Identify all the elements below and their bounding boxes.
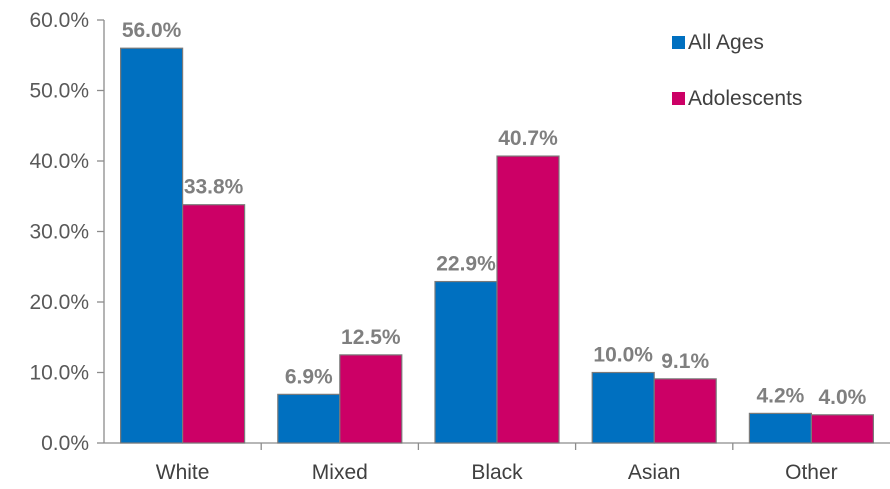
bar-0-4 (748, 412, 813, 444)
legend-swatch-0 (672, 36, 685, 49)
data-label: 10.0% (593, 344, 653, 367)
legend-label-1: Adolescents (688, 87, 802, 110)
x-category-label: Black (471, 461, 523, 484)
x-axis: White Mixed Black Asian Other (104, 442, 890, 484)
bar-1-0 (182, 204, 246, 444)
legend: All Ages Adolescents (672, 31, 802, 110)
x-category-label: Asian (628, 461, 681, 484)
bar-0-1 (277, 393, 341, 444)
data-label: 40.7% (498, 127, 558, 150)
data-label: 22.9% (436, 253, 496, 276)
data-label: 6.9% (285, 365, 333, 388)
x-category-label: White (156, 461, 210, 484)
y-axis: 0.0% 10.0% 20.0% 30.0% 40.0% 50.0% 60.0% (29, 9, 105, 455)
data-label: 9.1% (661, 350, 709, 373)
data-labels: 56.0% 33.8% 6.9% 12.5% 22.9% 40.7% 10.0% 9.1% 4.… (122, 19, 867, 409)
bar-1-4 (810, 414, 875, 444)
bar-0-3 (591, 371, 655, 444)
legend-label-0: All Ages (688, 31, 764, 54)
bar-1-2 (496, 155, 560, 444)
y-tick-label: 20.0% (29, 291, 89, 314)
bars (119, 47, 875, 444)
y-tick-label: 40.0% (29, 150, 89, 173)
legend-swatch-1 (672, 92, 685, 105)
data-label: 56.0% (122, 19, 182, 42)
y-tick-label: 60.0% (29, 9, 89, 32)
data-label: 12.5% (341, 326, 401, 349)
bar-0-2 (434, 280, 498, 444)
data-label: 33.8% (184, 176, 244, 199)
bar-1-1 (339, 354, 403, 444)
x-category-label: Other (785, 461, 838, 484)
data-label: 4.2% (756, 384, 804, 407)
x-category-label: Mixed (312, 461, 368, 484)
data-label: 4.0% (818, 386, 866, 409)
bar-1-3 (653, 378, 717, 444)
bar-0-0 (119, 47, 184, 444)
y-tick-label: 50.0% (29, 80, 89, 103)
y-tick-label: 0.0% (41, 432, 89, 455)
y-tick-label: 10.0% (29, 362, 89, 385)
y-tick-label: 30.0% (29, 221, 89, 244)
